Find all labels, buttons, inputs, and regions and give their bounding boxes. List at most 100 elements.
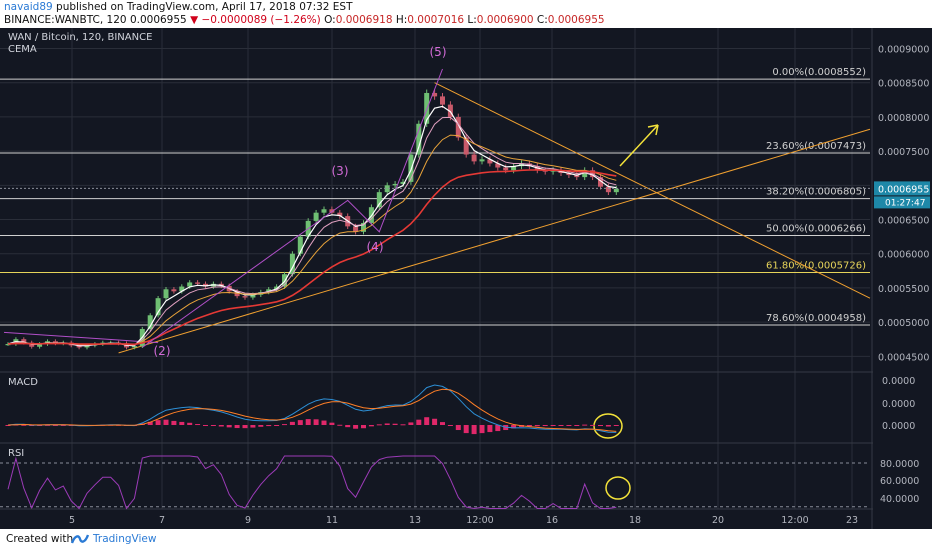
open-value: 0.0006918 bbox=[335, 14, 393, 26]
candle-body bbox=[250, 294, 256, 298]
candle-body bbox=[203, 283, 208, 287]
current-price-label: 0.0006955 bbox=[878, 184, 929, 195]
price-axis-bg bbox=[873, 28, 932, 529]
wave-label: (2) bbox=[154, 344, 171, 358]
candle-body bbox=[5, 344, 11, 346]
macd-histogram-bar bbox=[266, 425, 272, 427]
candle-body bbox=[471, 154, 477, 162]
price-axis[interactable]: 0.0009000 0.0008500 0.0008000 0.0007500 0.00… bbox=[0, 28, 932, 529]
macd-histogram-bar bbox=[605, 425, 611, 427]
fib-level-label: 50.00%(0.0006266) bbox=[766, 224, 866, 235]
macd-histogram-bar bbox=[258, 425, 264, 427]
created-with-text: Created with bbox=[6, 533, 74, 545]
low-value: 0.0006900 bbox=[476, 14, 534, 26]
macd-histogram-bar bbox=[250, 425, 256, 428]
macd-histogram-bar bbox=[542, 425, 548, 427]
macd-histogram-bar bbox=[550, 425, 556, 426]
rsi-axis-label: 40.0000 bbox=[880, 494, 919, 505]
macd-label: MACD bbox=[8, 377, 38, 388]
macd-histogram-bar bbox=[345, 425, 351, 428]
macd-histogram-bar bbox=[416, 419, 422, 425]
macd-histogram-bar bbox=[384, 423, 390, 425]
high-value: 0.0007016 bbox=[407, 14, 465, 26]
candle-body bbox=[400, 181, 406, 184]
macd-histogram-bar bbox=[305, 419, 311, 425]
symbol-label: BINANCE:WANBTC, 120 bbox=[4, 14, 127, 26]
macd-histogram-bar bbox=[613, 425, 619, 426]
chart-header: navaid89 published on TradingView.com, A… bbox=[0, 0, 932, 28]
candle-body bbox=[21, 339, 27, 343]
chart-canvas[interactable]: 0.00%(0.0008552) 23.60%(0.0007473) 38.20%(… bbox=[0, 28, 932, 529]
tradingview-brand[interactable]: TradingView bbox=[93, 533, 157, 545]
time-tick-label: 5 bbox=[69, 515, 75, 526]
time-tick-label: 9 bbox=[245, 515, 251, 526]
candle-body bbox=[187, 282, 193, 287]
macd-highlight-circle bbox=[593, 413, 623, 439]
price-tick-label: 0.0008500 bbox=[878, 79, 929, 90]
time-tick-label: 23 bbox=[846, 515, 858, 526]
candle-body bbox=[408, 154, 414, 182]
close-value: 0.0006955 bbox=[547, 14, 605, 26]
candle-body bbox=[487, 159, 493, 164]
candle-body bbox=[266, 289, 272, 293]
time-axis[interactable]: 5 7 9 11 13 12:00 16 18 20 12:00 23 bbox=[69, 515, 858, 526]
price-tick-label: 0.0005000 bbox=[878, 318, 929, 329]
candle-body bbox=[76, 345, 82, 348]
macd-histogram-bar bbox=[187, 422, 193, 425]
price-tick-label: 0.0006000 bbox=[878, 250, 929, 261]
chart-title: WAN / Bitcoin, 120, BINANCE bbox=[8, 32, 152, 43]
breakout-arrow bbox=[619, 124, 659, 167]
candle-body bbox=[447, 104, 453, 117]
candle-body bbox=[234, 291, 240, 297]
macd-histogram-bar bbox=[321, 420, 327, 425]
candle-body bbox=[376, 192, 382, 208]
macd-histogram-bar bbox=[487, 425, 493, 433]
price-tick-label: 0.0008000 bbox=[878, 113, 929, 124]
rsi-label: RSI bbox=[8, 448, 24, 459]
macd-histogram-bar bbox=[361, 425, 366, 429]
macd-histogram-bar bbox=[5, 425, 11, 426]
candle-body bbox=[131, 346, 137, 348]
macd-histogram-bar bbox=[195, 424, 201, 426]
macd-histogram-bar bbox=[234, 425, 240, 429]
candle-body bbox=[503, 167, 509, 171]
macd-histogram-bar bbox=[297, 420, 303, 425]
countdown-label: 01:27:47 bbox=[885, 198, 925, 208]
current-price-badge bbox=[874, 181, 930, 196]
macd-histogram-bar bbox=[447, 425, 453, 426]
indicator-label: CEMA bbox=[8, 44, 37, 55]
macd-axis-label: 0.0000 bbox=[882, 421, 915, 432]
time-tick-label: 20 bbox=[712, 515, 724, 526]
elliott-wave[interactable]: (2) (3) (4) (5) bbox=[142, 45, 447, 358]
candle-body bbox=[37, 344, 43, 347]
macd-histogram-bar bbox=[210, 425, 216, 426]
macd-histogram-bar bbox=[203, 425, 208, 426]
price-tick-label: 0.0009000 bbox=[878, 45, 929, 56]
trendlines[interactable] bbox=[3, 82, 871, 500]
candle-body bbox=[495, 163, 501, 168]
macd-histogram-bar bbox=[21, 424, 27, 426]
macd-histogram-bar bbox=[534, 425, 540, 427]
author-link[interactable]: navaid89 bbox=[4, 1, 53, 13]
macd-histogram-bar bbox=[392, 423, 398, 425]
macd-histogram-bar bbox=[479, 425, 485, 434]
macd-histogram-bar bbox=[598, 425, 603, 426]
candle-body bbox=[313, 212, 319, 221]
macd-histogram-bar bbox=[329, 422, 335, 425]
early-trendline bbox=[3, 331, 159, 344]
candle-body bbox=[455, 116, 461, 138]
candle-body bbox=[155, 298, 161, 316]
chart-background bbox=[0, 28, 932, 529]
publish-line: navaid89 published on TradingView.com, A… bbox=[4, 1, 353, 13]
ema-line bbox=[7, 169, 617, 346]
fibonacci-retracement[interactable]: 0.00%(0.0008552) 23.60%(0.0007473) 38.20%(… bbox=[0, 67, 870, 326]
wave-path bbox=[142, 68, 443, 348]
candle-body bbox=[432, 92, 438, 97]
macd-histogram-bar bbox=[242, 425, 248, 429]
open-label: O: bbox=[324, 14, 336, 26]
macd-histogram-bar bbox=[368, 425, 374, 427]
price-tick-label: 0.0004500 bbox=[878, 352, 929, 363]
candle-body bbox=[274, 286, 280, 290]
candle-body bbox=[598, 177, 603, 187]
wave-label: (5) bbox=[430, 45, 447, 59]
